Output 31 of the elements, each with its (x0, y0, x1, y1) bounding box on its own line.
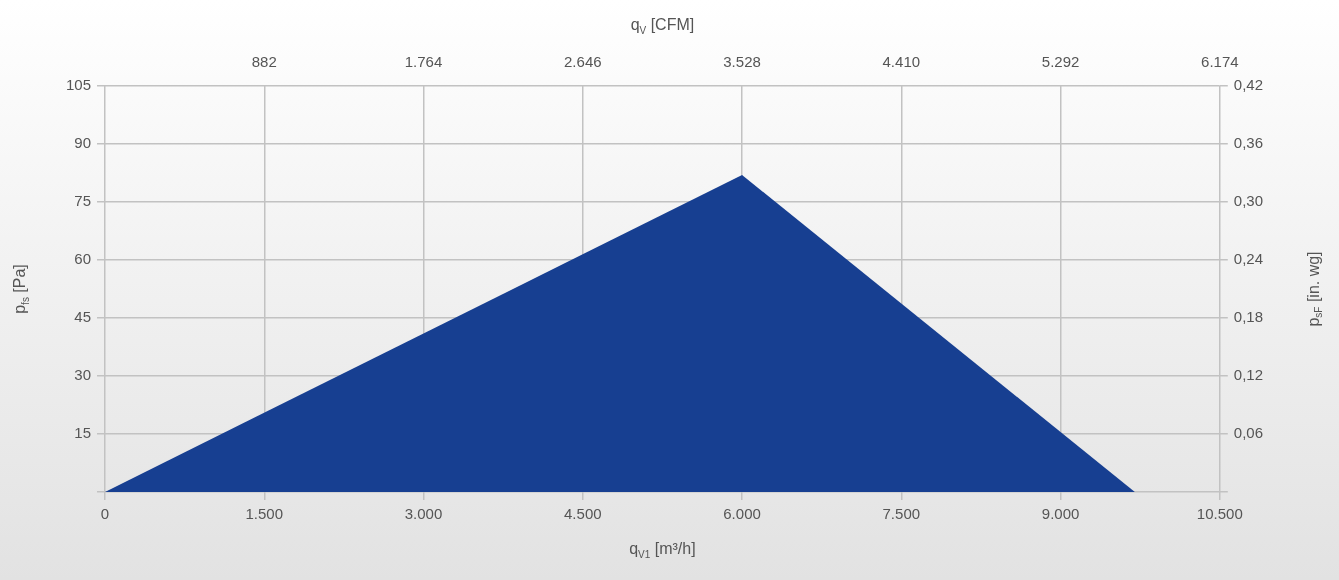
y-tick-label: 60 (74, 250, 92, 268)
y2-axis-title: psF [in. wg] (1305, 251, 1325, 327)
x-tick-label: 0 (100, 505, 110, 523)
x2-tick-label: 5.292 (1041, 53, 1080, 71)
y-tick-label: 15 (74, 424, 92, 442)
y-tick-label: 45 (74, 308, 92, 326)
y-tick-label: 105 (66, 76, 92, 94)
x-tick-label: 4.500 (564, 505, 602, 523)
x2-tick-label: 4.410 (882, 53, 921, 71)
x-tick-label: 7.500 (882, 505, 921, 523)
y2-tick-label: 0,06 (1233, 424, 1264, 442)
y2-tick-label: 0,42 (1233, 76, 1264, 94)
x-tick-label: 6.000 (723, 505, 761, 523)
y2-tick-label: 0,18 (1233, 308, 1264, 326)
x-tick-label: 3.000 (404, 505, 443, 523)
y-tick-label: 30 (74, 366, 92, 384)
x2-tick-label: 882 (251, 53, 277, 71)
x2-tick-label: 1.764 (404, 53, 443, 71)
x2-tick-label: 6.174 (1201, 53, 1239, 71)
y2-tick-label: 0,24 (1233, 250, 1264, 268)
x-tick-label: 1.500 (245, 505, 284, 523)
y2-tick-label: 0,30 (1233, 192, 1264, 210)
y-tick-label: 75 (74, 192, 92, 210)
x2-tick-label: 3.528 (723, 53, 761, 71)
y-axis-title: pfs [Pa] (11, 264, 31, 314)
x-tick-label: 10.500 (1196, 505, 1243, 523)
y2-tick-label: 0,36 (1233, 134, 1264, 152)
x2-tick-label: 2.646 (564, 53, 602, 71)
y2-tick-label: 0,12 (1233, 366, 1264, 384)
x-tick-label: 9.000 (1041, 505, 1080, 523)
y-tick-label: 90 (74, 134, 92, 152)
